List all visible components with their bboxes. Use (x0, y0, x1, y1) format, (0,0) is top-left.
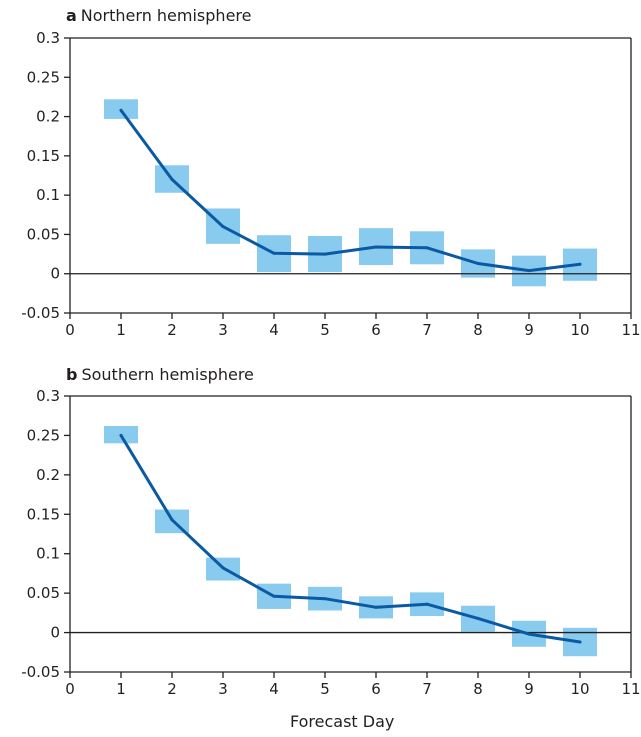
panel-b-point-day-7 (425, 602, 429, 606)
panel-a-point-day-2 (170, 177, 174, 181)
panel-a-x-tick-label: 0 (65, 321, 75, 339)
panel-b-point-day-5 (323, 597, 327, 601)
panel-b-series-line (119, 433, 582, 644)
panel-a-series-line (119, 108, 582, 273)
panel-a-y-tick-label: 0.3 (36, 29, 60, 47)
panel-b-x-tick-label: 4 (269, 680, 279, 698)
panel-a-point-day-10 (578, 262, 582, 266)
panel-b-y-tick-label: 0.1 (36, 545, 60, 563)
panel-a-y-tick-label: 0 (50, 265, 60, 283)
panel-b-y-tick-label: 0.2 (36, 466, 60, 484)
panel-a-y-tick-label: 0.1 (36, 186, 60, 204)
panel-a-y-tick-label: 0.05 (27, 225, 60, 243)
panel-b-y-tick-label: 0.25 (27, 426, 60, 444)
panel-a-x-tick-label: 3 (218, 321, 228, 339)
panel-b-y-tick-label: -0.05 (21, 663, 60, 681)
panel-a-point-day-5 (323, 252, 327, 256)
panel-a-x-tick-label: 2 (167, 321, 177, 339)
panel-b-x-tick-label: 9 (524, 680, 534, 698)
panel-a-point-day-7 (425, 246, 429, 250)
panel-b-chart: 0.3 0.25 0.2 0.15 0.1 0.05 0 -0.05 0 1 2 3 4 5 6 7 8 9 10 1… (21, 387, 640, 698)
panel-a-x-tick-label: 1 (116, 321, 126, 339)
panel-b-title-text: Southern hemisphere (81, 365, 254, 384)
panel-b-x-tick-label: 8 (473, 680, 483, 698)
panel-a-letter: a (66, 6, 77, 25)
panel-a-point-day-9 (527, 269, 531, 273)
panel-a-x-tick-label: 5 (320, 321, 330, 339)
panel-b-x-tick-label: 0 (65, 680, 75, 698)
panel-b-title: b Southern hemisphere (66, 365, 254, 384)
panel-a-title-text: Northern hemisphere (80, 6, 252, 25)
panel-a-x-tick-label: 4 (269, 321, 279, 339)
panel-a-y-tick-label: 0.25 (27, 68, 60, 86)
panel-b-y-tick-label: 0.3 (36, 387, 60, 405)
panel-b-point-day-9 (527, 632, 531, 636)
panel-b-point-day-10 (578, 640, 582, 644)
panel-a-x-tick-label: 11 (621, 321, 640, 339)
x-axis-title: Forecast Day (290, 712, 395, 731)
panel-b-x-tick-label: 10 (570, 680, 589, 698)
panel-b-point-day-4 (272, 594, 276, 598)
panel-a-point-day-4 (272, 251, 276, 255)
panel-b-x-tick-label: 3 (218, 680, 228, 698)
panel-a-title: a Northern hemisphere (66, 6, 251, 25)
panel-b-point-day-2 (170, 518, 174, 522)
panel-a-point-day-6 (374, 245, 378, 249)
panel-b-y-tick-label: 0 (50, 624, 60, 642)
panel-a-y-tick-label: 0.15 (27, 147, 60, 165)
panel-b-letter: b (66, 365, 78, 384)
panel-b-x-tick-label: 6 (371, 680, 381, 698)
panel-b-x-tick-label: 7 (422, 680, 432, 698)
panel-a-chart: 0.3 0.25 0.2 0.15 0.1 0.05 0 -0.05 0 1 2 3 4 5 6 7 8 9 10 1… (21, 29, 640, 339)
panel-b-y-tick-label: 0.15 (27, 505, 60, 523)
panel-b-x-tick-label: 2 (167, 680, 177, 698)
panel-b-y-tick-label: 0.05 (27, 584, 60, 602)
panel-a-x-tick-label: 6 (371, 321, 381, 339)
panel-a-point-day-1 (119, 108, 123, 112)
panel-b-point-day-1 (119, 433, 123, 437)
panel-b-x-tick-label: 11 (621, 680, 640, 698)
panel-b-point-day-3 (221, 566, 225, 570)
panel-b-x-tick-label: 1 (116, 680, 126, 698)
panel-a-x-tick-label: 7 (422, 321, 432, 339)
panel-a-y-tick-label: 0.2 (36, 108, 60, 126)
panel-b-point-day-8 (476, 616, 480, 620)
panel-a-x-tick-label: 10 (570, 321, 589, 339)
panel-a-point-day-3 (221, 225, 225, 229)
panel-a-y-tick-label: -0.05 (21, 304, 60, 322)
panel-a-x-tick-label: 9 (524, 321, 534, 339)
panel-a-x-tick-label: 8 (473, 321, 483, 339)
panel-a-point-day-8 (476, 262, 480, 265)
panel-b-x-tick-label: 5 (320, 680, 330, 698)
panel-b-point-day-6 (374, 605, 378, 609)
